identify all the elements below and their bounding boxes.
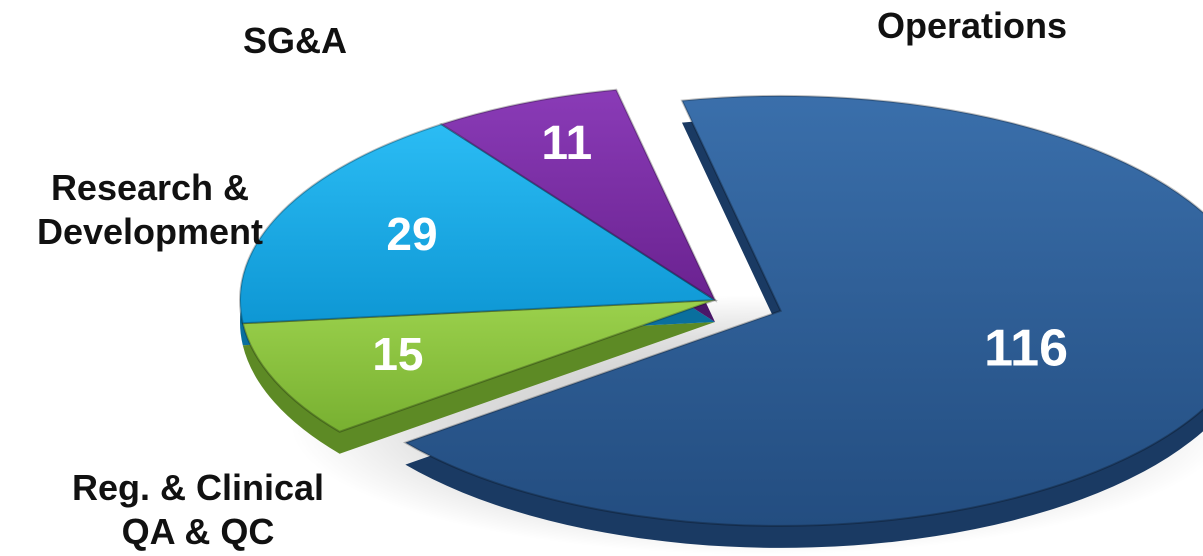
slice-reg-clinical	[241, 299, 716, 433]
category-label-operations: Operations	[877, 5, 1067, 46]
category-label-reg-clinical: Reg. & Clinical QA & QC	[72, 467, 324, 552]
slice-research-development	[239, 123, 719, 325]
value-label-sga: 11	[541, 117, 592, 170]
slice-operations	[402, 94, 1203, 527]
slice-sga	[439, 88, 718, 303]
value-label-research-development: 29	[386, 208, 437, 260]
value-label-reg-clinical: 15	[372, 328, 423, 380]
category-label-sga: SG&A	[243, 20, 347, 61]
category-label-research-development: Research & Development	[37, 167, 263, 252]
value-label-operations: 116	[984, 319, 1068, 377]
